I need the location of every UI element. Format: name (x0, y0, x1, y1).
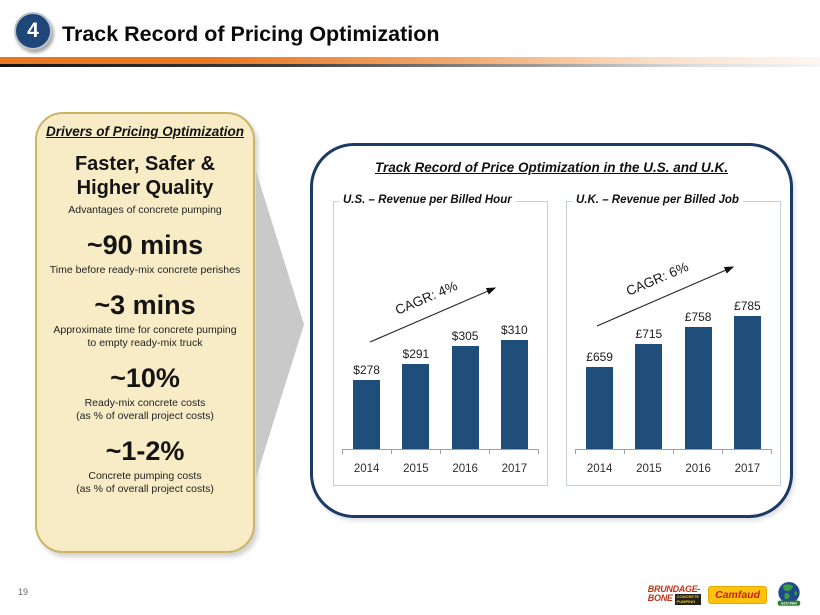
header-separator (0, 57, 820, 67)
stat-10-percent: ~10% Ready-mix concrete costs (as % of o… (37, 363, 253, 423)
bar-value-label: £758 (684, 310, 712, 324)
stat-value: ~90 mins (86, 230, 204, 260)
us-chart-title: U.S. – Revenue per Billed Hour (339, 194, 516, 206)
bar (451, 346, 479, 450)
stat-caption: Advantages of concrete pumping (68, 204, 222, 216)
stat-3-mins: ~3 mins Approximate time for concrete pu… (37, 290, 253, 350)
stat-value: ~10% (110, 363, 180, 393)
bar (586, 367, 614, 450)
charts-panel-title: Track Record of Price Optimization in th… (374, 160, 729, 175)
stat-caption: Time before ready-mix concrete perishes (49, 264, 241, 276)
charts-row: U.S. – Revenue per Billed Hour CAGR: 4% … (333, 194, 781, 486)
brundage-logo-tagline: CONCRETE PUMPING (674, 594, 702, 605)
bar (684, 327, 712, 450)
x-axis-tick-label: 2016 (685, 463, 711, 475)
bar-column-2014: £659 (575, 280, 624, 450)
bar (733, 316, 761, 450)
uk-bars: £659 £715 £758 £785 (575, 280, 772, 450)
page-number: 19 (18, 587, 29, 597)
x-axis-tick-label: 2014 (586, 463, 613, 475)
x-axis-tick-label: 2014 (353, 463, 380, 475)
separator-dark-line (0, 64, 820, 67)
bar-value-label: $310 (501, 323, 528, 337)
bar (500, 340, 528, 450)
bar (353, 380, 381, 450)
ecopan-logo-label: ECO-PAN (781, 602, 797, 606)
brundage-logo-line1: BRUNDAGE- (647, 584, 701, 594)
stat-caption: Approximate time for concrete pumping to… (53, 324, 237, 349)
bar-value-label: $278 (353, 363, 380, 377)
footer-logos: BRUNDAGE- BONE CONCRETE PUMPING Camfaud … (648, 580, 804, 610)
bar-value-label: £659 (586, 350, 613, 364)
uk-axis-ticks (575, 450, 772, 454)
stat-1-2-percent: ~1-2% Concrete pumping costs (as % of ov… (37, 436, 253, 496)
x-axis-tick-label: 2015 (403, 463, 429, 475)
us-axis-ticks (342, 450, 539, 454)
brundage-bone-logo: BRUNDAGE- BONE CONCRETE PUMPING (647, 584, 702, 605)
bar-value-label: £715 (635, 327, 663, 341)
ecopan-globe-logo: ECO-PAN (777, 581, 801, 606)
uk-chart-title: U.K. – Revenue per Billed Job (572, 194, 743, 206)
bar (635, 344, 663, 450)
stat-value: ~1-2% (105, 436, 185, 466)
x-axis-tick-label: 2017 (734, 463, 761, 475)
us-year-labels: 2014 2015 2016 2017 (342, 463, 539, 475)
separator-orange-bar (0, 57, 820, 64)
bar-column-2016: £758 (674, 280, 723, 450)
section-number-badge: 4 (14, 12, 52, 50)
stat-quality: Faster, Safer & Higher Quality Advantage… (37, 152, 253, 217)
us-revenue-chart: U.S. – Revenue per Billed Hour CAGR: 4% … (333, 194, 548, 486)
uk-year-labels: 2014 2015 2016 2017 (575, 463, 772, 475)
bar (402, 364, 430, 450)
us-bars: $278 $291 $305 $310 (342, 280, 539, 450)
x-axis-tick-label: 2017 (501, 463, 528, 475)
stat-caption: Ready-mix concrete costs (as % of overal… (76, 397, 214, 422)
right-arrow-shape (256, 171, 304, 478)
bar-value-label: $305 (451, 329, 479, 343)
us-x-axis (342, 449, 539, 450)
bar-column-2017: £785 (723, 280, 772, 450)
bar-column-2017: $310 (490, 280, 539, 450)
uk-revenue-chart: U.K. – Revenue per Billed Job CAGR: 6% £… (566, 194, 781, 486)
slide-title: Track Record of Pricing Optimization (62, 22, 440, 46)
bar-column-2015: £715 (624, 280, 673, 450)
drivers-panel: Drivers of Pricing Optimization Faster, … (35, 112, 255, 553)
stat-caption: Concrete pumping costs (as % of overall … (76, 470, 214, 495)
bar-column-2014: $278 (342, 280, 391, 450)
section-number: 4 (27, 19, 39, 42)
x-axis-tick-label: 2016 (452, 463, 478, 475)
uk-x-axis (575, 449, 772, 450)
charts-panel: Track Record of Price Optimization in th… (310, 143, 793, 518)
brundage-logo-line2: BONE (647, 593, 673, 603)
bar-value-label: $291 (402, 347, 430, 361)
stat-value: ~3 mins (94, 290, 196, 320)
stat-value: Faster, Safer & Higher Quality (74, 153, 216, 199)
bar-value-label: £785 (734, 299, 761, 313)
bar-column-2016: $305 (441, 280, 490, 450)
camfaud-logo: Camfaud (708, 586, 767, 604)
x-axis-tick-label: 2015 (636, 463, 662, 475)
bar-column-2015: $291 (391, 280, 440, 450)
stat-90-mins: ~90 mins Time before ready-mix concrete … (37, 230, 253, 277)
drivers-panel-title: Drivers of Pricing Optimization (45, 124, 245, 139)
